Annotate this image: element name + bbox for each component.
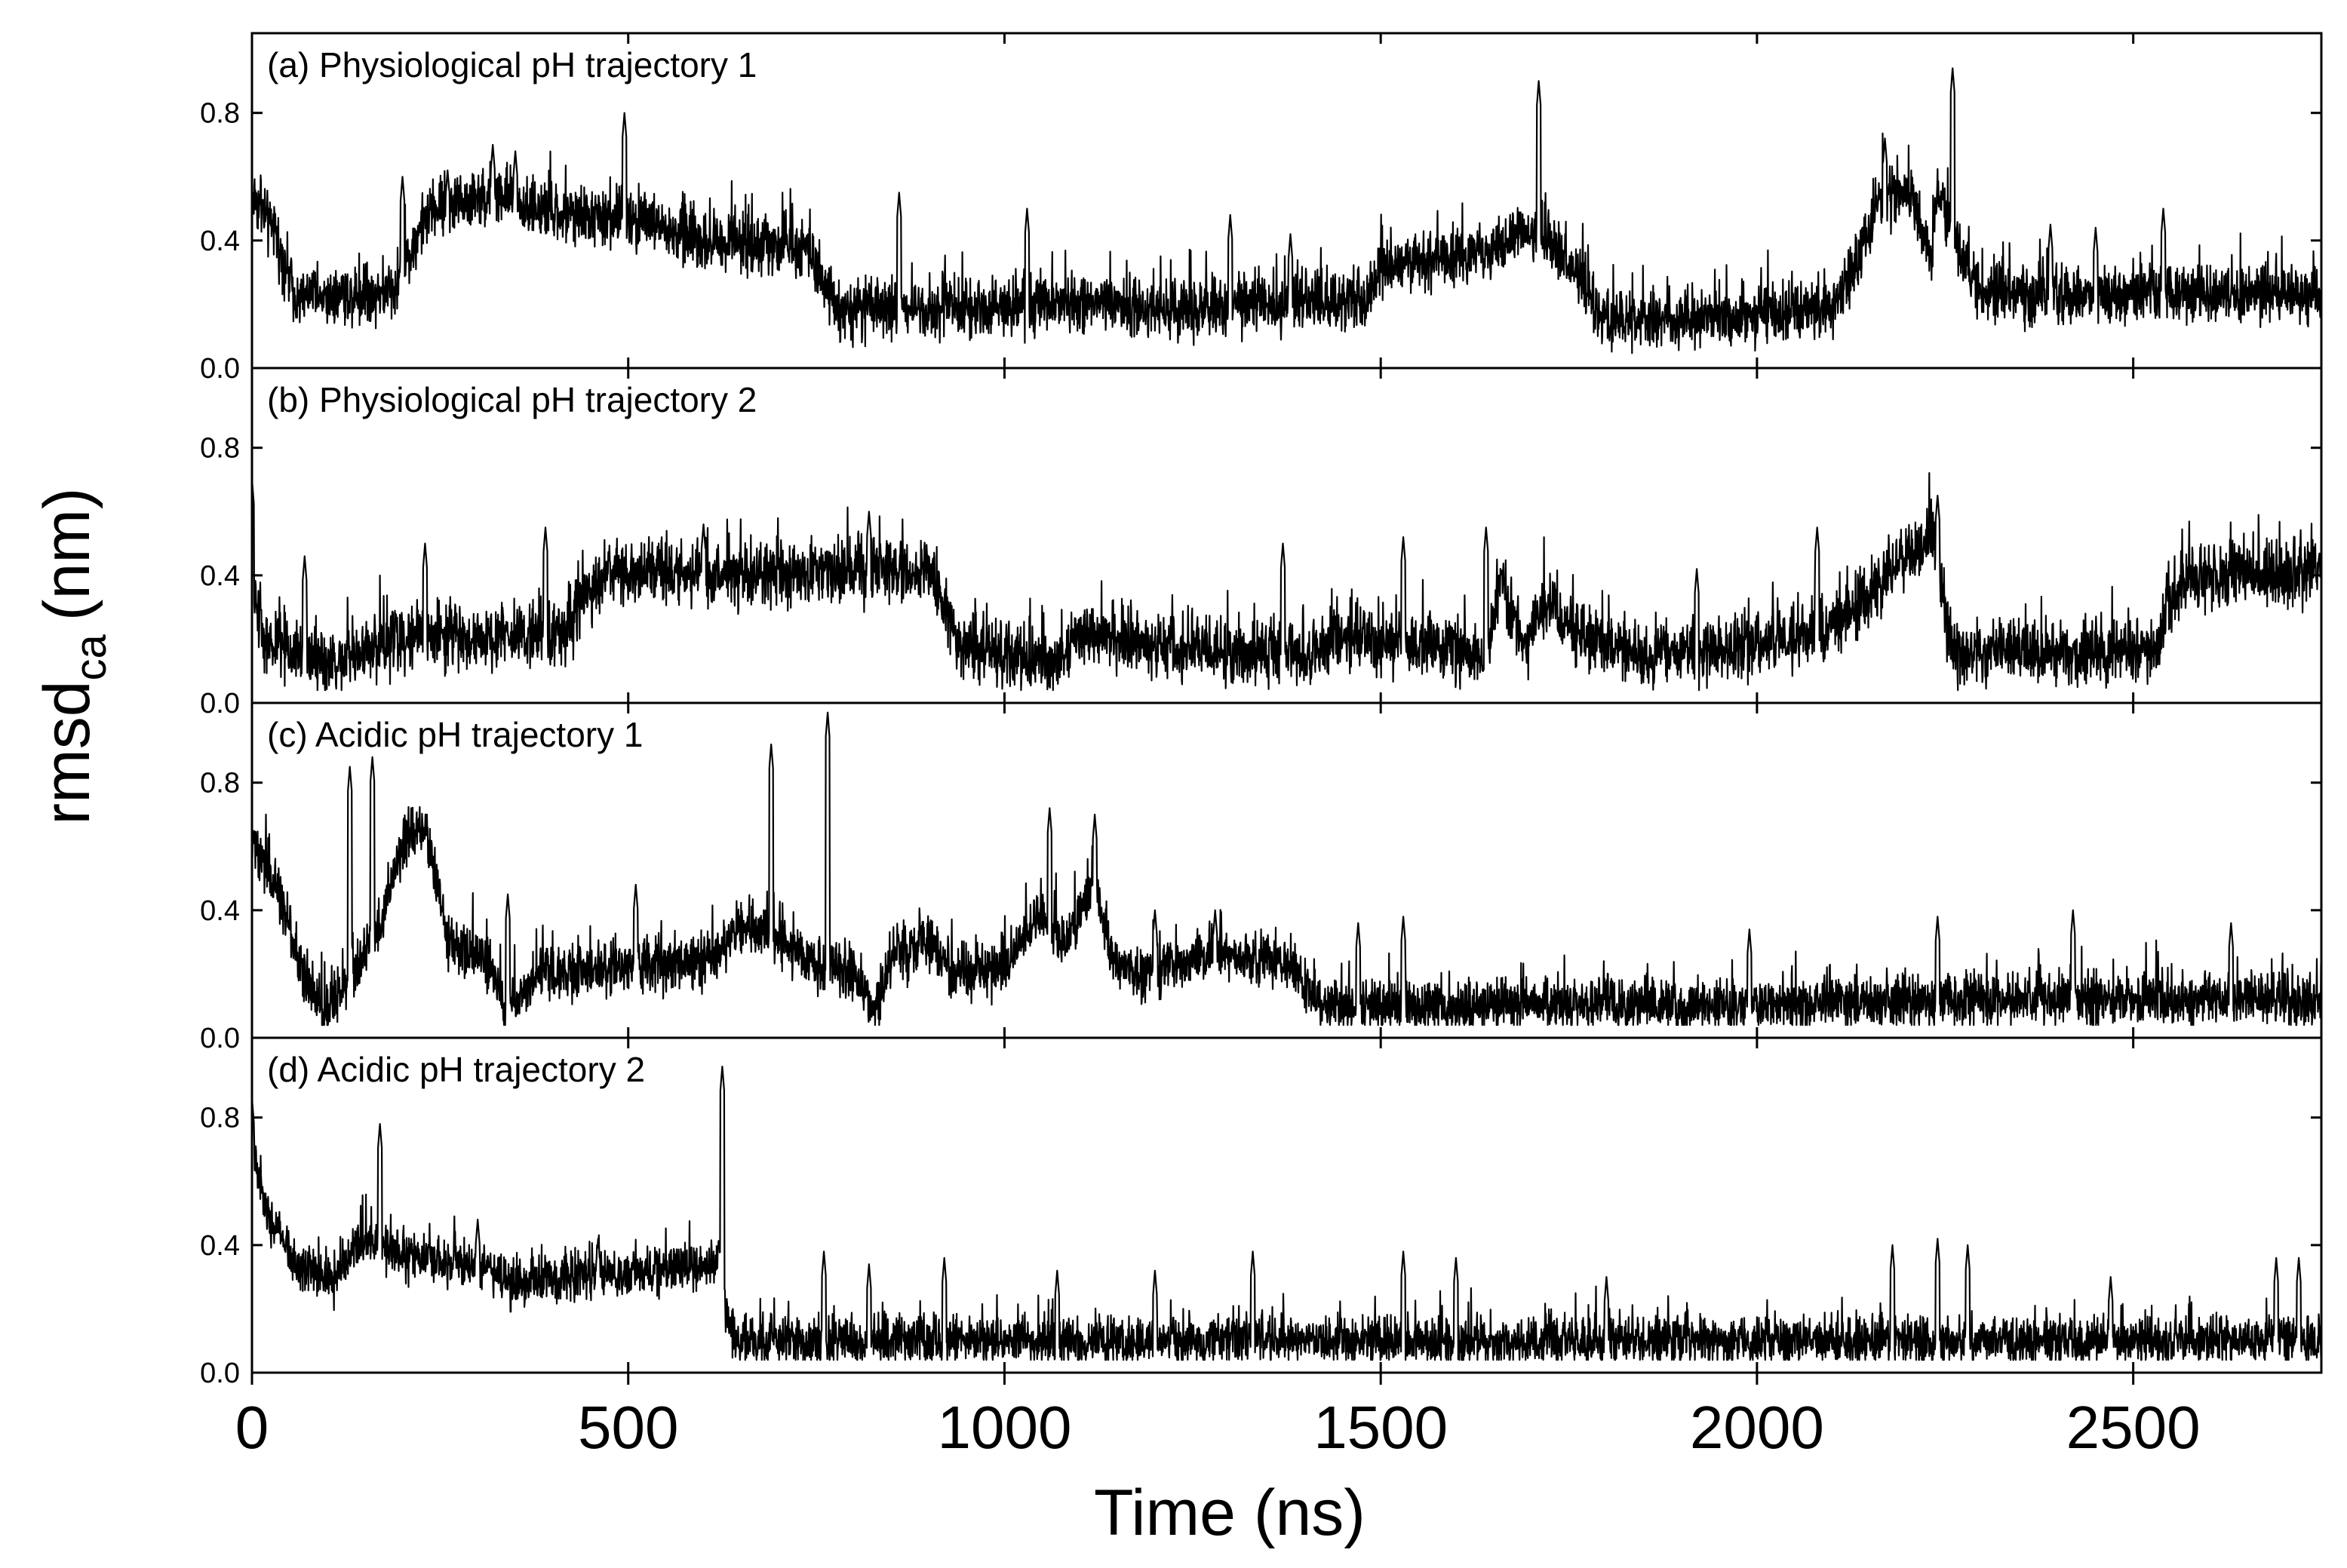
- y-axis-title: rmsdca (nm): [31, 487, 115, 824]
- series-line-a: [250, 67, 2323, 354]
- y-tick-label: 0.0: [200, 1358, 240, 1389]
- x-axis: 0 500 1000 1500 2000 2500: [235, 1373, 2201, 1461]
- x-tick-label: 1000: [937, 1394, 1071, 1461]
- y-axis-title-unit: (nm): [31, 487, 103, 621]
- panel-title-a: (a) Physiological pH trajectory 1: [267, 45, 757, 84]
- panel-title-b: (b) Physiological pH trajectory 2: [267, 380, 757, 419]
- panel-c: 0.0 0.4 0.8 (c) Acidic pH trajectory 1: [200, 701, 2323, 1054]
- svg-text:rmsdca(nm): rmsdca (nm): [31, 487, 115, 824]
- panel-frame: [250, 1036, 2323, 1374]
- panels: 0.0 0.4 0.8 (a) Physiological pH trajectory…: [200, 32, 2323, 1389]
- series-line-b: [250, 471, 2323, 692]
- panel-d: 0.0 0.4 0.8 (d) Acidic pH trajectory 2: [200, 1036, 2323, 1389]
- y-axis-title-sub: ca: [66, 634, 115, 680]
- y-tick-label: 0.0: [200, 1023, 240, 1054]
- y-tick-label: 0.0: [200, 688, 240, 720]
- x-tick-label: 0: [235, 1394, 269, 1461]
- x-axis-title: Time (ns): [1094, 1477, 1365, 1549]
- x-tick-label: 500: [578, 1394, 678, 1461]
- y-tick-label: 0.8: [200, 433, 240, 465]
- panel-b: 0.0 0.4 0.8 (b) Physiological pH trajectory…: [200, 367, 2323, 720]
- y-tick-label: 0.4: [200, 895, 240, 927]
- y-tick-label: 0.8: [200, 98, 240, 130]
- x-tick-label: 1500: [1313, 1394, 1448, 1461]
- y-tick-label: 0.4: [200, 226, 240, 257]
- series-line-d: [250, 1065, 2323, 1361]
- panel-title-d: (d) Acidic pH trajectory 2: [267, 1050, 645, 1089]
- y-tick-label: 0.8: [200, 1103, 240, 1134]
- series-line-c: [250, 711, 2323, 1026]
- y-tick-label: 0.4: [200, 560, 240, 592]
- x-tick-label: 2000: [1690, 1394, 1824, 1461]
- y-axis-title-main: rmsd: [31, 680, 103, 824]
- x-tick-label: 2500: [2066, 1394, 2201, 1461]
- y-tick-label: 0.0: [200, 353, 240, 385]
- panel-a: 0.0 0.4 0.8 (a) Physiological pH trajectory…: [200, 32, 2323, 385]
- panel-title-c: (c) Acidic pH trajectory 1: [267, 715, 643, 754]
- y-tick-label: 0.8: [200, 768, 240, 799]
- y-tick-label: 0.4: [200, 1230, 240, 1262]
